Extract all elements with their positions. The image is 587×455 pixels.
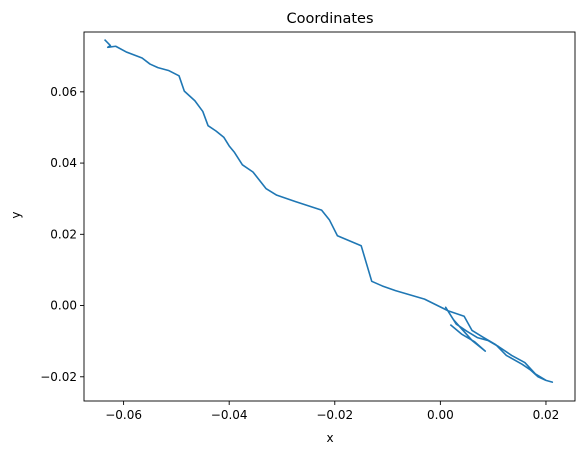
- axes-frame: [83, 31, 576, 402]
- y-tick-label: −0.02: [40, 370, 77, 384]
- x-tick-label: −0.04: [211, 408, 248, 422]
- y-tick-label: 0.04: [50, 156, 77, 170]
- y-tick-label: 0.00: [50, 299, 77, 313]
- x-tick-label: −0.06: [105, 408, 142, 422]
- plot-area: −0.06 −0.04 −0.02 0.00 0.02 −0.02 0.00 0.02 0.04…: [40, 31, 576, 422]
- x-tick-label: 0.02: [533, 408, 560, 422]
- y-axis-label: y: [9, 211, 23, 218]
- series-line-0: [103, 39, 554, 383]
- y-tick-label: 0.02: [50, 227, 77, 241]
- x-tick-label: 0.00: [427, 408, 454, 422]
- x-axis-label: x: [326, 431, 333, 445]
- chart-title: Coordinates: [286, 11, 373, 27]
- x-tick-label: −0.02: [316, 408, 353, 422]
- y-tick-label: 0.06: [50, 85, 77, 99]
